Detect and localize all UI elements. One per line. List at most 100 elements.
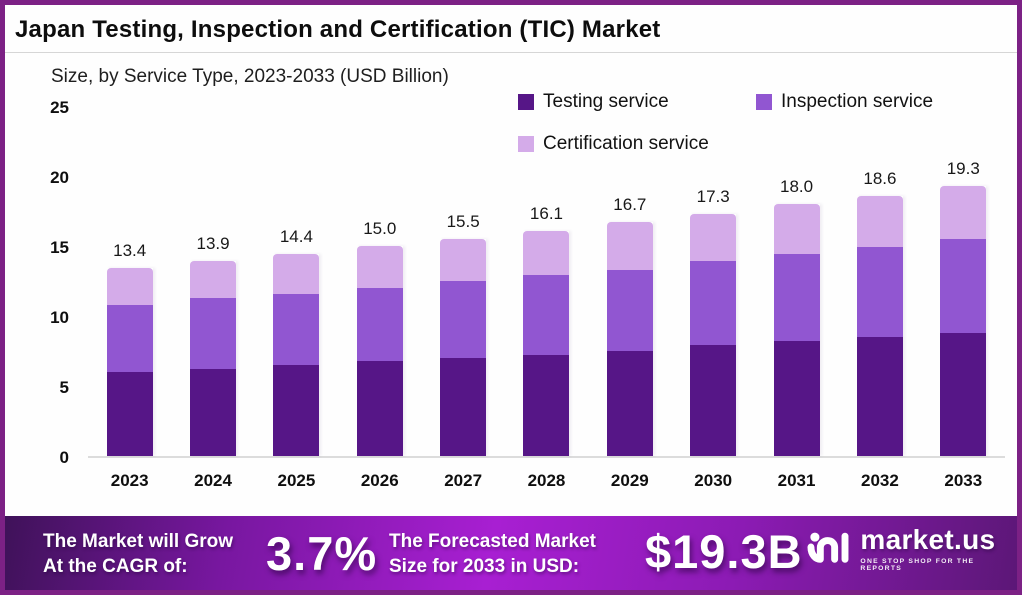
- segment-certification-service-2032: [856, 195, 903, 248]
- segment-testing-service-2028: [523, 355, 570, 456]
- segment-testing-service-2032: [856, 337, 903, 456]
- bar-stack-2031: [773, 204, 820, 456]
- bar-2032: 18.6: [838, 108, 921, 456]
- segment-testing-service-2029: [606, 351, 653, 456]
- y-tick-15: 15: [50, 238, 69, 257]
- plot-area: 13.4 13.9 14.4 15.0 15.5 16.1 16.7 17.3 18.0 18.6…: [88, 108, 1005, 458]
- segment-testing-service-2023: [106, 372, 153, 456]
- cagr-label: The Market will Grow At the CAGR of:: [43, 529, 233, 579]
- segment-testing-service-2024: [190, 369, 237, 456]
- bar-stack-2029: [606, 222, 653, 456]
- bar-total-label-2024: 13.9: [196, 234, 230, 254]
- segment-testing-service-2033: [940, 332, 987, 456]
- bar-stack-2032: [856, 195, 903, 456]
- y-tick-10: 10: [50, 308, 69, 327]
- segment-inspection-service-2033: [940, 239, 987, 333]
- bar-stack-2024: [190, 261, 237, 456]
- bar-2025: 14.4: [255, 108, 338, 456]
- bar-total-label-2029: 16.7: [613, 195, 647, 215]
- bar-stack-2030: [690, 213, 737, 456]
- title-divider: [5, 52, 1017, 53]
- bar-total-label-2023: 13.4: [113, 241, 147, 261]
- x-tick-2023: 2023: [110, 471, 149, 490]
- forecast-value: $19.3B: [645, 525, 803, 578]
- bar-2024: 13.9: [171, 108, 254, 456]
- y-tick-25: 25: [50, 98, 69, 117]
- x-tick-2030: 2030: [694, 471, 733, 490]
- segment-inspection-service-2028: [523, 275, 570, 356]
- bar-2031: 18.0: [755, 108, 838, 456]
- legend-label: Certification service: [543, 133, 709, 154]
- segment-certification-service-2030: [690, 213, 737, 262]
- page-title: Japan Testing, Inspection and Certificat…: [15, 16, 661, 43]
- segment-certification-service-2026: [356, 246, 403, 289]
- bar-total-label-2027: 15.5: [446, 212, 480, 231]
- x-axis: 2023 2024 2025 2026 2027 2028 2029 2030 2031 2032…: [88, 471, 1005, 491]
- bar-2027: 15.5: [421, 108, 504, 456]
- segment-testing-service-2026: [356, 360, 403, 456]
- inspection-service-swatch-icon: [756, 94, 772, 110]
- brand-text: market.us ONE STOP SHOP FOR THE REPORTS: [860, 524, 1017, 573]
- segment-inspection-service-2030: [690, 261, 737, 346]
- segment-inspection-service-2023: [106, 304, 153, 372]
- y-tick-20: 20: [50, 168, 69, 187]
- x-tick-2024: 2024: [194, 471, 232, 490]
- segment-certification-service-2025: [273, 254, 320, 294]
- brand-name: market.us: [860, 524, 996, 555]
- segment-testing-service-2030: [690, 345, 737, 456]
- legend-item-inspection-service: Inspection service: [756, 91, 933, 113]
- bar-2028: 16.1: [505, 108, 588, 456]
- bar-stack-2025: [273, 254, 320, 456]
- segment-inspection-service-2029: [606, 269, 653, 351]
- bar-total-label-2025: 14.4: [279, 227, 313, 247]
- x-tick-2025: 2025: [277, 471, 316, 490]
- x-tick-2028: 2028: [527, 471, 566, 490]
- segment-certification-service-2031: [773, 204, 820, 255]
- bar-stack-2023: [106, 268, 153, 456]
- bar-total-label-2031: 18.0: [780, 177, 814, 197]
- segment-inspection-service-2024: [190, 297, 237, 370]
- segment-inspection-service-2032: [856, 247, 903, 337]
- segment-certification-service-2023: [106, 268, 153, 305]
- bar-stack-2027: [440, 239, 487, 456]
- bar-total-label-2033: 19.3: [946, 158, 980, 178]
- bar-total-label-2028: 16.1: [529, 203, 564, 223]
- legend-item-testing-service: Testing service: [518, 91, 669, 113]
- bar-total-label-2030: 17.3: [696, 186, 730, 206]
- segment-inspection-service-2027: [440, 281, 487, 358]
- y-tick-0: 0: [59, 448, 69, 467]
- cagr-label-line2: At the CAGR of:: [43, 556, 188, 578]
- bar-2030: 17.3: [672, 108, 755, 456]
- x-tick-2027: 2027: [444, 471, 483, 490]
- marketus-logo-icon: [807, 532, 849, 563]
- cagr-value: 3.7%: [266, 527, 378, 580]
- forecast-label-line1: The Forecasted Market: [389, 531, 596, 552]
- segment-inspection-service-2026: [356, 288, 403, 361]
- segment-testing-service-2027: [440, 358, 487, 456]
- cagr-label-line1: The Market will Grow: [43, 531, 234, 552]
- segment-inspection-service-2025: [273, 293, 320, 365]
- x-tick-2033: 2033: [944, 471, 983, 490]
- footer-banner: The Market will Grow At the CAGR of: 3.7…: [5, 516, 1017, 590]
- chart-region: 0 5 10 15 20 25 13.4 13.9 14.4 15.0 15.5 16.1 16.7 1…: [5, 5, 1017, 512]
- x-tick-2031: 2031: [777, 471, 816, 490]
- bar-total-label-2032: 18.6: [863, 168, 897, 188]
- legend-label: Inspection service: [781, 91, 934, 112]
- segment-certification-service-2027: [440, 239, 487, 281]
- legend-label: Testing service: [543, 91, 669, 112]
- brand-block: market.us ONE STOP SHOP FOR THE REPORTS: [807, 526, 1017, 572]
- segment-testing-service-2031: [773, 341, 820, 456]
- segment-testing-service-2025: [273, 365, 320, 456]
- bar-2029: 16.7: [588, 108, 671, 456]
- y-tick-5: 5: [59, 378, 69, 397]
- certification-service-swatch-icon: [518, 136, 534, 152]
- forecast-label: The Forecasted Market Size for 2033 in U…: [389, 529, 596, 579]
- segment-certification-service-2029: [606, 222, 653, 270]
- x-tick-2026: 2026: [360, 471, 399, 490]
- chart-subtitle: Size, by Service Type, 2023-2033 (USD Bi…: [51, 66, 449, 87]
- segment-inspection-service-2031: [773, 254, 820, 342]
- bar-stack-2028: [523, 230, 570, 456]
- bar-2023: 13.4: [88, 108, 171, 456]
- bar-stack-2033: [940, 185, 987, 456]
